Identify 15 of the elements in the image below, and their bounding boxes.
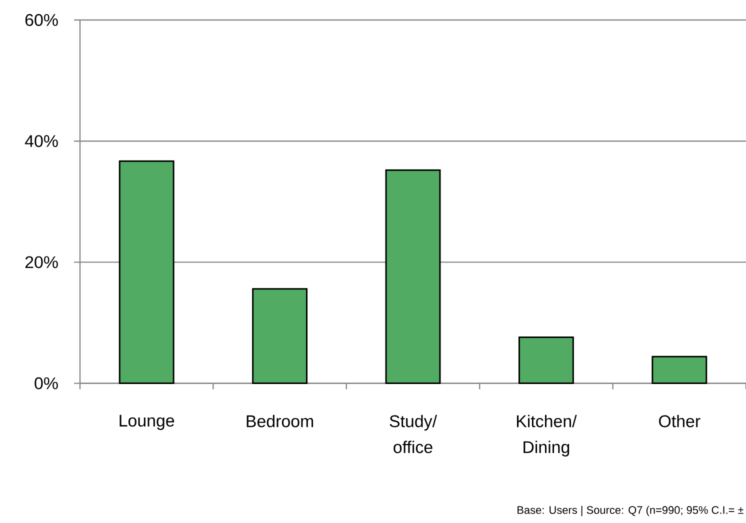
x-tick-label: Other xyxy=(659,414,700,428)
y-tick-label: 60% xyxy=(25,14,58,26)
text: Base: Users | Source: Q7 (n=990; 95% C.I.= ± xyxy=(518,506,744,516)
bar xyxy=(252,288,308,384)
bar xyxy=(652,356,708,384)
x-tick-label: Lounge xyxy=(120,414,174,430)
x-tick-label: Study/ office xyxy=(390,414,438,454)
y-tick-label: 40% xyxy=(24,135,58,148)
y-tick-label: 0% xyxy=(34,377,58,390)
y-tick-label: 20% xyxy=(25,256,58,268)
bar xyxy=(518,336,574,384)
bar xyxy=(385,169,441,384)
x-tick-label: Bedroom xyxy=(246,414,314,428)
x-tick-label: Kitchen/ Dining xyxy=(516,414,577,457)
bar xyxy=(118,160,174,384)
